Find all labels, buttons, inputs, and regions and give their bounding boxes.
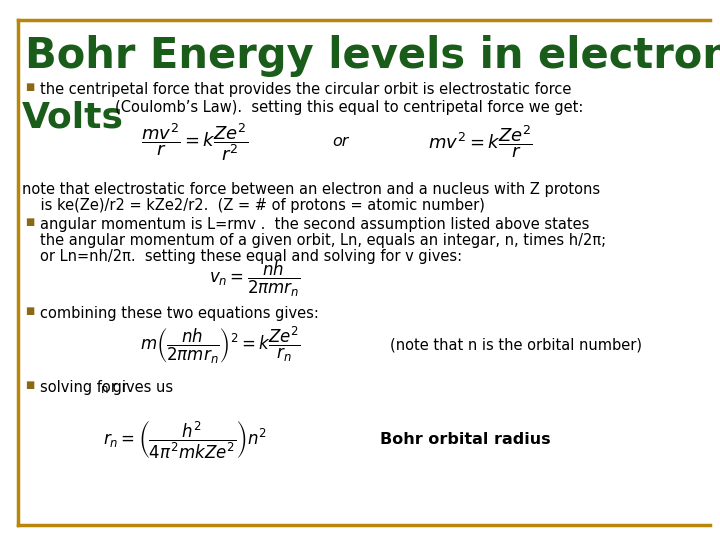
Text: gives us: gives us [108,380,173,395]
Text: or Ln=nh/2π.  setting these equal and solving for v gives:: or Ln=nh/2π. setting these equal and sol… [40,249,462,264]
Text: note that electrostatic force between an electron and a nucleus with Z protons: note that electrostatic force between an… [22,182,600,197]
Text: or: or [332,134,348,150]
Text: ■: ■ [25,82,35,92]
Text: ■: ■ [25,306,35,316]
Text: Bohr Energy levels in electron: Bohr Energy levels in electron [25,35,720,77]
Text: combining these two equations gives:: combining these two equations gives: [40,306,319,321]
Text: $m\left(\dfrac{nh}{2\pi m r_n}\right)^2 = k\dfrac{Ze^2}{r_n}$: $m\left(\dfrac{nh}{2\pi m r_n}\right)^2 … [140,325,300,366]
Text: n: n [101,383,109,396]
Text: ■: ■ [25,380,35,390]
Text: angular momentum is L=rmv .  the second assumption listed above states: angular momentum is L=rmv . the second a… [40,217,590,232]
Text: $\dfrac{mv^2}{r} = k\dfrac{Ze^2}{r^2}$: $\dfrac{mv^2}{r} = k\dfrac{Ze^2}{r^2}$ [142,121,248,163]
Text: $v_n = \dfrac{nh}{2\pi m r_n}$: $v_n = \dfrac{nh}{2\pi m r_n}$ [210,259,301,299]
Text: Volts: Volts [22,100,124,134]
Text: $r_n = \left(\dfrac{h^2}{4\pi^2 mkZe^2}\right)n^2$: $r_n = \left(\dfrac{h^2}{4\pi^2 mkZe^2}\… [103,419,267,461]
Text: $mv^2 = k\dfrac{Ze^2}{r}$: $mv^2 = k\dfrac{Ze^2}{r}$ [428,124,532,160]
Text: (Coulomb’s Law).  setting this equal to centripetal force we get:: (Coulomb’s Law). setting this equal to c… [115,100,583,115]
Text: solving for r: solving for r [40,380,127,395]
Text: the centripetal force that provides the circular orbit is electrostatic force: the centripetal force that provides the … [40,82,572,97]
Text: (note that n is the orbital number): (note that n is the orbital number) [390,338,642,353]
Text: ■: ■ [25,217,35,227]
Text: Bohr orbital radius: Bohr orbital radius [380,433,551,448]
Text: is ke(Ze)/r2 = kZe2/r2.  (Z = # of protons = atomic number): is ke(Ze)/r2 = kZe2/r2. (Z = # of proton… [22,198,485,213]
Text: the angular momentum of a given orbit, Ln, equals an integar, n, times h/2π;: the angular momentum of a given orbit, L… [40,233,606,248]
